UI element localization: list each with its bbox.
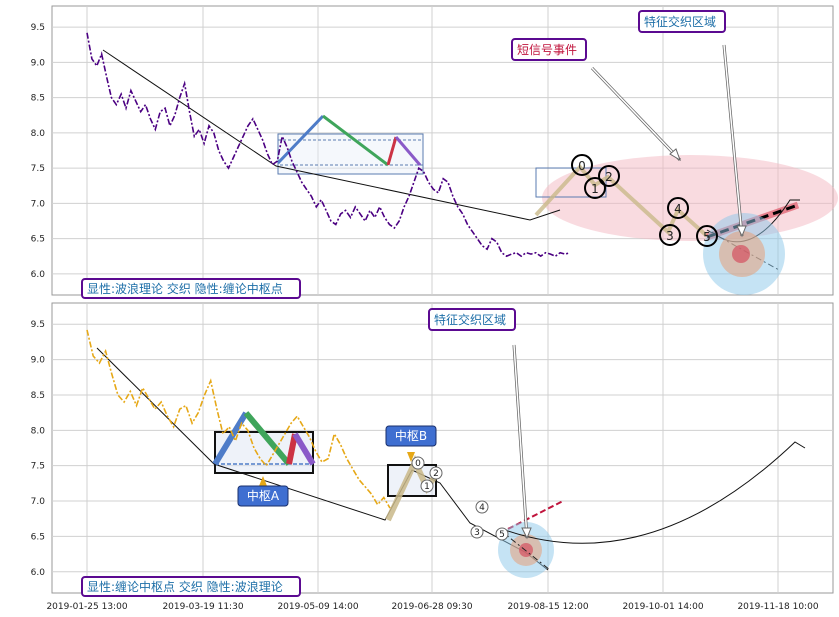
x-tick-label: 2019-10-01 14:00 xyxy=(622,602,703,612)
wave-circle-0 xyxy=(571,154,593,176)
y-tick-label: 9.0 xyxy=(31,356,46,366)
arrow-hub-a xyxy=(259,476,267,486)
x-tick-label: 2019-08-15 12:00 xyxy=(507,602,588,612)
series-line-top xyxy=(86,32,571,258)
wave-b-circle-3 xyxy=(470,525,484,539)
wave-circle-2 xyxy=(598,165,620,187)
y-tick-label: 7.5 xyxy=(31,462,45,472)
wave-seg-blue xyxy=(276,114,325,165)
x-tick-label: 2019-01-25 13:00 xyxy=(46,602,127,612)
y-tick-label: 7.5 xyxy=(31,164,45,174)
wave-b-text-4: 4 xyxy=(479,503,485,513)
badge-hub-b xyxy=(385,425,437,447)
y-tick-label: 8.0 xyxy=(31,426,46,436)
x-tick-label: 2019-03-19 11:30 xyxy=(162,602,243,612)
panel-top-frame xyxy=(51,5,834,296)
top-labels: 显性:波浪理论 交织 隐性:缠论中枢点 特征交织区域 短信号事件 xyxy=(81,10,726,299)
wave-right xyxy=(534,163,709,238)
dashdot-bottom xyxy=(499,529,551,571)
bottom-decor xyxy=(96,344,806,578)
wave-b-text-1: 1 xyxy=(424,482,430,492)
label-box-zone-bottom xyxy=(428,308,516,331)
target-inner xyxy=(732,245,750,263)
wave-b-circle-0 xyxy=(411,456,425,470)
y-tick-label: 8.5 xyxy=(31,94,45,104)
arc-bottom xyxy=(504,441,806,544)
wave-b-text-0: 0 xyxy=(415,459,421,469)
wave-seg-green xyxy=(322,114,389,167)
grid-top xyxy=(52,6,833,295)
grid-bottom xyxy=(52,303,833,593)
target-b-inner xyxy=(519,543,533,557)
y-tick-label: 6.5 xyxy=(31,235,45,245)
y-tick-label: 8.0 xyxy=(31,129,46,139)
panel-bottom-frame xyxy=(51,302,834,594)
label-box-legend-bottom xyxy=(81,576,301,597)
wave-b-red xyxy=(286,433,298,465)
wave-circle-5 xyxy=(696,225,718,247)
zone-text-bottom: 特征交织区域 xyxy=(434,312,506,327)
wave-seg-red xyxy=(386,136,398,166)
y-tick-label: 8.5 xyxy=(31,391,45,401)
hub-box-top-2 xyxy=(535,167,607,198)
top-decor xyxy=(102,44,838,295)
wave-b-circle-1 xyxy=(420,479,434,493)
series-line-bottom xyxy=(86,329,391,509)
y-tick-label: 9.0 xyxy=(31,58,46,68)
axis-bottom: 6.0 6.5 7.0 7.5 8.0 8.5 9.0 9.5 2019-01-25 13:00… xyxy=(31,320,819,612)
wave-text-1: 1 xyxy=(591,182,599,196)
badge-hub-a xyxy=(237,485,289,507)
axis-top: 6.0 6.5 7.0 7.5 8.0 8.5 9.0 9.5 xyxy=(31,23,46,280)
wave-circle-4 xyxy=(667,197,689,219)
arrow-hub-b xyxy=(407,452,415,462)
label-box-zone-top xyxy=(638,10,726,33)
wave-circles-bottom: 0 1 2 3 4 5 xyxy=(411,456,509,541)
wave-b-blue xyxy=(212,411,249,466)
wave-b-text-3: 3 xyxy=(474,528,480,538)
legend-text-bottom: 显性:缠论中枢点 交织 隐性:波浪理论 xyxy=(87,579,283,594)
wave-b-text-5: 5 xyxy=(499,530,505,540)
wave-text-3: 3 xyxy=(666,229,674,243)
y-tick-label: 6.0 xyxy=(31,270,46,280)
wave-text-2: 2 xyxy=(605,170,613,184)
wave-circle-3 xyxy=(659,224,681,246)
wave-text-5: 5 xyxy=(703,230,711,244)
wave-text-0: 0 xyxy=(578,159,586,173)
wave-b-circle-4 xyxy=(475,500,489,514)
label-box-legend-top xyxy=(81,278,301,299)
bottom-labels: 显性:缠论中枢点 交织 隐性:波浪理论 特征交织区域 中枢A 中枢B xyxy=(81,308,516,597)
y-tick-label: 6.5 xyxy=(31,532,45,542)
zone-text-top: 特征交织区域 xyxy=(644,14,716,29)
y-tick-label: 7.0 xyxy=(31,497,46,507)
legend-text-top: 显性:波浪理论 交织 隐性:缠论中枢点 xyxy=(87,281,283,296)
wave-b-green xyxy=(243,411,292,466)
x-tick-label: 2019-11-18 10:00 xyxy=(737,602,818,612)
y-tick-label: 9.5 xyxy=(31,320,45,330)
wave-b-right xyxy=(385,454,441,522)
wave-b-text-2: 2 xyxy=(433,469,439,479)
wave-b-circle-5 xyxy=(495,527,509,541)
wave-circle-1 xyxy=(584,177,606,199)
wave-text-4: 4 xyxy=(674,202,682,216)
label-box-signal xyxy=(511,38,587,61)
x-tick-label: 2019-06-28 09:30 xyxy=(391,602,472,612)
badge-hub-b-text: 中枢B xyxy=(395,428,427,443)
y-tick-label: 7.0 xyxy=(31,199,46,209)
wave-circles-top: 0 1 2 3 4 5 xyxy=(571,154,718,247)
hub-box-top-1-inner xyxy=(277,139,424,166)
x-tick-label: 2019-05-09 14:00 xyxy=(277,602,358,612)
wave-b-purple xyxy=(292,432,316,466)
y-tick-label: 6.0 xyxy=(31,568,46,578)
badge-hub-a-text: 中枢A xyxy=(247,488,280,503)
signal-text: 短信号事件 xyxy=(517,43,577,57)
wave-seg-purple xyxy=(394,136,422,166)
wave-b-circle-2 xyxy=(429,466,443,480)
y-tick-label: 9.5 xyxy=(31,23,45,33)
